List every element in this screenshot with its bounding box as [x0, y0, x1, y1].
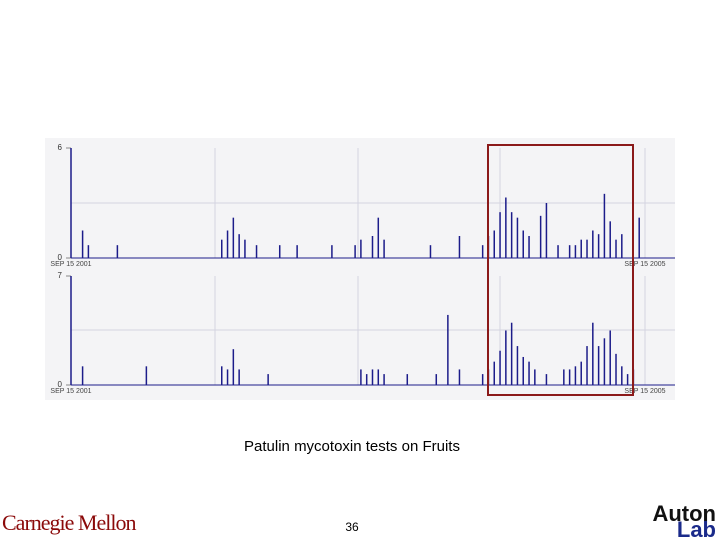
- y-tick-label: 0: [58, 253, 63, 262]
- spike: [626, 374, 629, 385]
- spike: [621, 234, 623, 258]
- spike: [244, 239, 246, 258]
- spike: [232, 217, 235, 258]
- spike: [505, 197, 507, 258]
- x-tick-label: SEP 15 2001: [50, 388, 91, 395]
- x-tick-label: SEP 15 2001: [50, 261, 91, 268]
- spike: [522, 230, 524, 258]
- spike: [586, 239, 588, 258]
- caption: Patulin mycotoxin tests on Fruits: [244, 438, 460, 455]
- spike: [528, 236, 530, 258]
- spike: [238, 369, 240, 385]
- spike: [545, 203, 548, 258]
- spike: [609, 221, 611, 258]
- spike: [499, 350, 501, 385]
- spike: [563, 369, 565, 385]
- chart-panel: [45, 138, 675, 400]
- spike: [360, 239, 362, 258]
- spike: [592, 322, 594, 385]
- spike: [516, 217, 519, 258]
- spike: [331, 245, 333, 258]
- spike: [580, 361, 582, 385]
- spike: [255, 245, 258, 258]
- spike: [597, 346, 600, 385]
- spike: [371, 369, 374, 385]
- decor-grid: [71, 148, 675, 385]
- spike: [534, 369, 536, 385]
- spike: [81, 366, 84, 385]
- footer-logo: Carnegie Mellon: [2, 510, 136, 535]
- spike: [458, 369, 461, 385]
- spike: [232, 349, 235, 385]
- spike: [145, 366, 148, 385]
- spike: [603, 338, 606, 385]
- spike: [557, 245, 559, 258]
- spike: [597, 234, 600, 258]
- spike: [447, 314, 449, 385]
- spike: [481, 374, 484, 385]
- spike: [621, 366, 623, 385]
- spike: [539, 215, 542, 258]
- spike: [528, 361, 530, 385]
- spike: [592, 230, 594, 258]
- page-number: 36: [345, 520, 359, 534]
- spike: [429, 245, 432, 258]
- highlight-box: [487, 144, 634, 396]
- spike: [220, 366, 223, 385]
- spike: [493, 361, 496, 385]
- spike: [220, 239, 223, 258]
- spike: [87, 245, 90, 258]
- y-tick-label: 7: [58, 271, 63, 280]
- spike: [278, 245, 281, 258]
- spike: [406, 374, 409, 385]
- spike: [383, 374, 385, 385]
- spike: [574, 245, 577, 258]
- spike: [522, 356, 524, 385]
- spike: [574, 366, 577, 385]
- spike: [545, 374, 548, 385]
- spike: [377, 217, 380, 258]
- spike: [238, 234, 240, 258]
- spike: [580, 239, 582, 258]
- lab-logo-top: Auton: [652, 501, 716, 526]
- spike: [377, 369, 380, 385]
- lab-logo-bottom: Lab: [677, 517, 716, 540]
- spike: [510, 212, 513, 258]
- spike: [615, 353, 617, 385]
- spike: [371, 236, 374, 258]
- spike: [81, 230, 84, 258]
- spike: [226, 230, 229, 258]
- spike: [267, 374, 269, 385]
- spike: [360, 369, 362, 385]
- spike: [70, 276, 72, 385]
- spike: [603, 193, 606, 258]
- spike: [296, 245, 298, 258]
- spike: [493, 230, 496, 258]
- spike: [365, 374, 368, 385]
- spike: [510, 322, 513, 385]
- x-tick-label: SEP 15 2005: [624, 388, 665, 395]
- spike: [116, 245, 119, 258]
- spike: [609, 330, 611, 385]
- spike: [354, 245, 356, 258]
- spike: [516, 346, 519, 385]
- spike: [615, 239, 617, 258]
- spike: [586, 346, 588, 385]
- spike: [568, 369, 571, 385]
- spike: [638, 217, 640, 258]
- spike: [481, 245, 484, 258]
- spike: [383, 239, 385, 258]
- spike: [499, 212, 501, 258]
- spike: [70, 148, 72, 258]
- spike: [435, 374, 438, 385]
- spike: [568, 245, 571, 258]
- spike: [505, 330, 507, 385]
- spike: [226, 369, 229, 385]
- x-tick-label: SEP 15 2005: [624, 261, 665, 268]
- y-tick-label: 6: [58, 143, 63, 152]
- y-tick-label: 0: [58, 380, 63, 389]
- spike: [458, 236, 461, 258]
